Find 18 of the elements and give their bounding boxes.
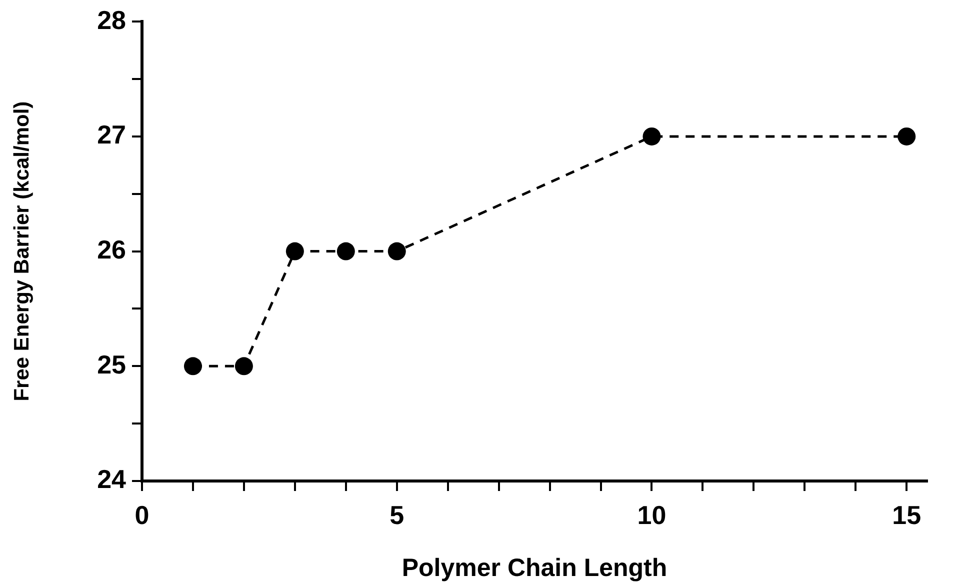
x-tick-label: 0 [134, 500, 150, 530]
point [898, 127, 916, 146]
x-tick-label: 15 [892, 500, 922, 530]
point [184, 357, 202, 376]
y-tick-label: 26 [97, 234, 126, 264]
y-tick-label: 24 [97, 464, 127, 494]
y-tick-label: 25 [97, 349, 126, 380]
x-tick-label: 5 [390, 500, 404, 530]
x-tick-label: 10 [637, 500, 666, 530]
y-tick-label: 28 [97, 4, 126, 35]
point [234, 357, 253, 376]
point [336, 242, 355, 260]
y-tick-label: 27 [97, 120, 126, 150]
point [388, 242, 406, 260]
x-axis-title: Polymer Chain Length [402, 554, 668, 582]
point [642, 127, 661, 146]
point [286, 242, 304, 260]
y-axis-title: Free Energy Barrier (kcal/mol) [10, 101, 34, 402]
